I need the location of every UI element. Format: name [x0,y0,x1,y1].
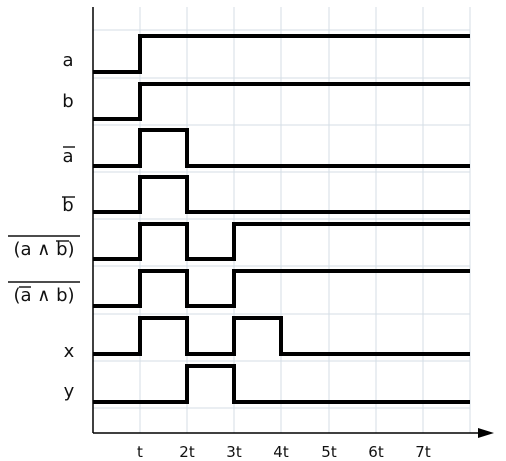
signal-label-a: a [62,50,73,71]
signal-label-a-and-b-not: (a ∧ b) [13,239,74,260]
signal-waveform [93,222,470,261]
time-tick-label: 3t [226,443,242,461]
time-tick-label: t [137,443,143,461]
signal-label-b: b [62,91,73,112]
signal-waveform [93,82,470,121]
signal-waveform [93,128,470,168]
signal-label-a-not: a [62,146,73,167]
diagram-grid [93,7,471,433]
signal-waveform [93,269,470,308]
time-tick-label: 6t [368,443,384,461]
signal-label-b-not: b [62,195,73,216]
time-axis-arrow [478,428,494,438]
time-tick-label: 4t [273,443,289,461]
signal-labels: a b a b (a ∧ b) (a ∧ b) x y [8,50,80,402]
signal-waveforms [93,34,470,404]
signal-waveform [93,34,470,74]
signal-waveform [93,316,470,356]
signal-waveform [93,175,470,214]
time-tick-label: 7t [415,443,431,461]
time-tick-label: 2t [179,443,195,461]
signal-label-x: x [64,341,75,362]
signal-label-a-not-and-b: (a ∧ b) [13,285,74,306]
diagram-axes [92,7,494,438]
signal-label-y: y [64,381,75,402]
signal-waveform [93,364,470,404]
time-tick-labels: t 2t 3t 4t 5t 6t 7t [137,443,431,461]
time-tick-label: 5t [321,443,337,461]
